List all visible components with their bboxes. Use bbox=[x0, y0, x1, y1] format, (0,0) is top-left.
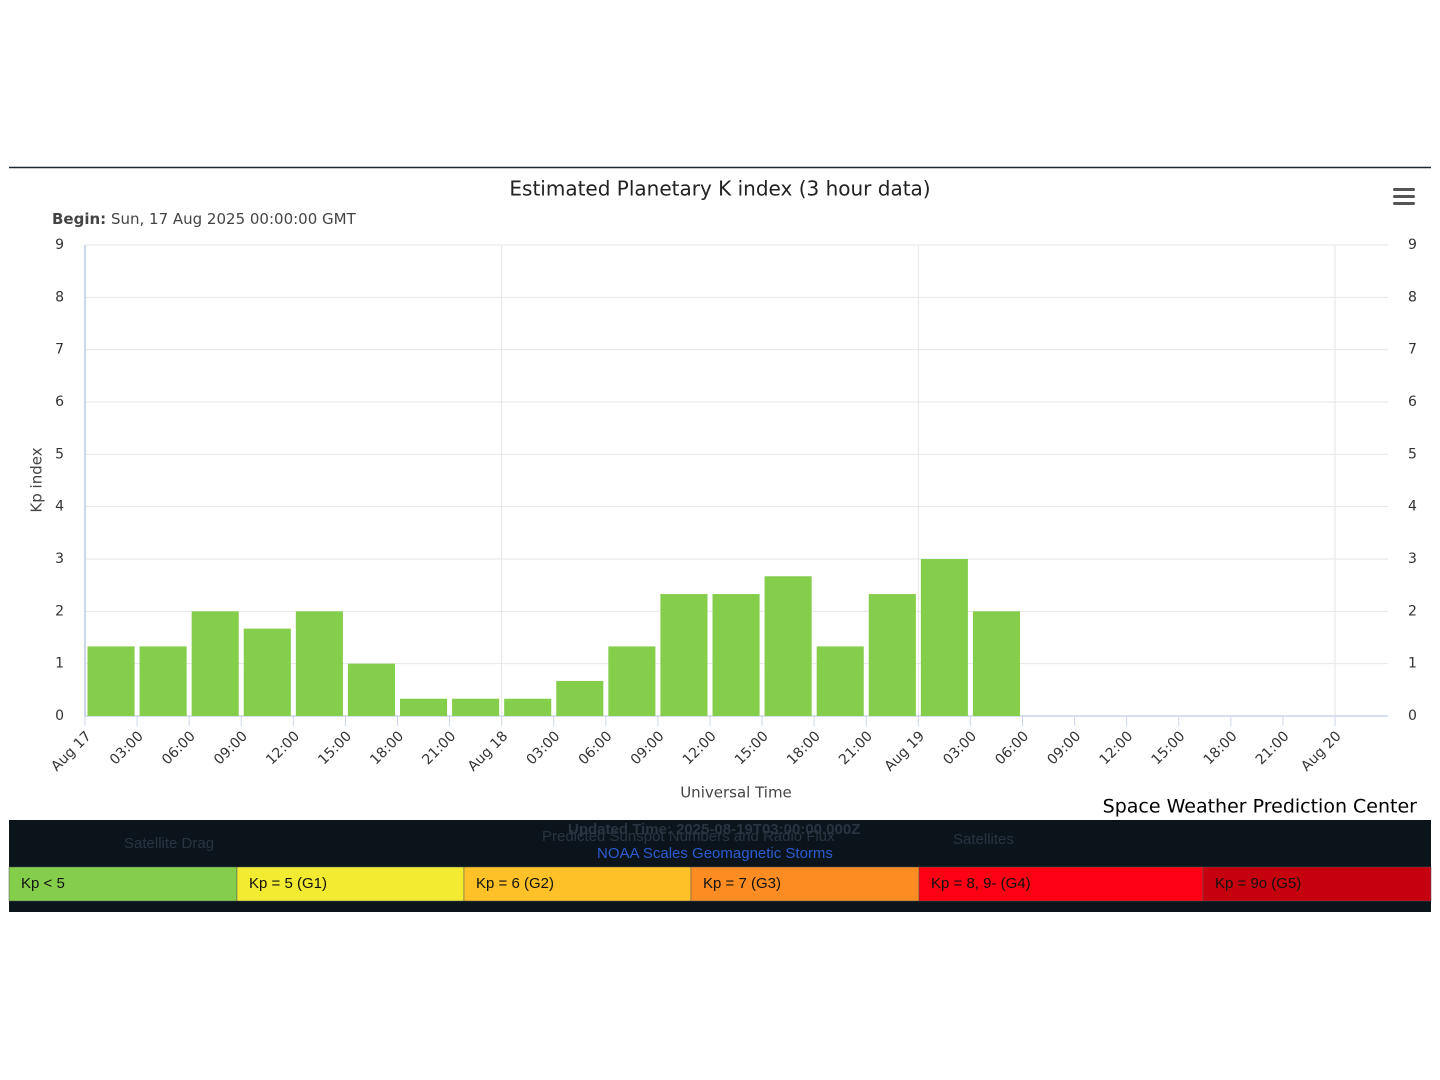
y-tick-label: 8 bbox=[55, 289, 64, 305]
bar bbox=[139, 646, 187, 716]
x-tick-label: Aug 17 bbox=[48, 728, 94, 774]
bar bbox=[191, 611, 239, 716]
bar bbox=[87, 646, 135, 716]
y-tick-label: 6 bbox=[55, 394, 64, 410]
bar bbox=[660, 594, 708, 716]
x-tick-label: 21:00 bbox=[1253, 728, 1293, 768]
y2-tick-label: 9 bbox=[1408, 237, 1417, 253]
y2-tick-label: 7 bbox=[1408, 342, 1417, 358]
bar bbox=[920, 559, 968, 716]
x-tick-label: 21:00 bbox=[836, 728, 876, 768]
x-tick-label: 15:00 bbox=[1149, 728, 1189, 768]
x-tick-label: 18:00 bbox=[367, 728, 407, 768]
bar bbox=[400, 698, 448, 716]
scale-swatch bbox=[463, 866, 692, 902]
subtitle-label: Begin: bbox=[52, 210, 106, 228]
bar bbox=[764, 576, 812, 716]
bar bbox=[868, 594, 916, 716]
y-tick-label: 5 bbox=[55, 446, 64, 462]
bg-link[interactable]: Satellite Drag bbox=[124, 835, 214, 852]
bar bbox=[712, 594, 760, 716]
x-tick-label: 12:00 bbox=[680, 728, 720, 768]
y-tick-label: 4 bbox=[55, 499, 64, 515]
y2-tick-label: 0 bbox=[1408, 708, 1417, 724]
scale-swatch bbox=[236, 866, 465, 902]
x-tick-label: 06:00 bbox=[576, 728, 616, 768]
scale-swatch bbox=[690, 866, 920, 902]
x-tick-label: 09:00 bbox=[211, 728, 251, 768]
x-tick-label: 18:00 bbox=[784, 728, 824, 768]
y-tick-label: 1 bbox=[55, 656, 64, 672]
bg-link[interactable]: Satellites bbox=[953, 831, 1014, 848]
x-tick-label: 12:00 bbox=[263, 728, 303, 768]
y2-tick-label: 1 bbox=[1408, 656, 1417, 672]
x-tick-label: 15:00 bbox=[315, 728, 355, 768]
bar bbox=[347, 663, 395, 716]
bar bbox=[556, 680, 604, 716]
x-tick-label: Aug 18 bbox=[465, 728, 511, 774]
x-tick-label: 21:00 bbox=[419, 728, 459, 768]
bar bbox=[816, 646, 864, 716]
bar bbox=[243, 628, 291, 716]
chart-title: Estimated Planetary K index (3 hour data… bbox=[509, 177, 930, 201]
scale-label: Kp = 5 (G1) bbox=[249, 875, 327, 892]
updated-time: Updated Time: 2025-08-19T03:00:00.000Z bbox=[568, 821, 860, 838]
subtitle-text: Sun, 17 Aug 2025 00:00:00 GMT bbox=[111, 210, 357, 228]
x-tick-label: 03:00 bbox=[940, 728, 980, 768]
scale-swatch bbox=[1202, 866, 1432, 902]
bg-link[interactable]: NOAA Scales Geomagnetic Storms bbox=[597, 845, 833, 862]
scale-label: Kp = 6 (G2) bbox=[476, 875, 554, 892]
bar bbox=[295, 611, 343, 716]
y2-tick-label: 6 bbox=[1408, 394, 1417, 410]
y-tick-label: 3 bbox=[55, 551, 64, 567]
y-tick-label: 7 bbox=[55, 342, 64, 358]
x-tick-label: 12:00 bbox=[1096, 728, 1136, 768]
subtitle: Begin: Sun, 17 Aug 2025 00:00:00 GMT bbox=[52, 210, 357, 228]
y2-tick-label: 4 bbox=[1408, 499, 1417, 515]
x-tick-label: 15:00 bbox=[732, 728, 772, 768]
x-tick-label: 03:00 bbox=[107, 728, 147, 768]
x-tick-label: Aug 19 bbox=[882, 728, 928, 774]
x-tick-label: 06:00 bbox=[992, 728, 1032, 768]
y-tick-label: 9 bbox=[55, 237, 64, 253]
scale-swatch bbox=[8, 866, 238, 902]
credit: Space Weather Prediction Center bbox=[1103, 796, 1418, 818]
bar bbox=[608, 646, 656, 716]
bar bbox=[452, 698, 500, 716]
scale-label: Kp = 9o (G5) bbox=[1215, 875, 1301, 892]
scale-swatch bbox=[918, 866, 1204, 902]
scale-label: Kp = 8, 9- (G4) bbox=[931, 875, 1031, 892]
y2-tick-label: 2 bbox=[1408, 603, 1417, 619]
x-axis-label: Universal Time bbox=[680, 784, 792, 802]
x-tick-label: 03:00 bbox=[524, 728, 564, 768]
scale-label: Kp < 5 bbox=[21, 875, 65, 892]
y2-tick-label: 5 bbox=[1408, 446, 1417, 462]
x-tick-label: 09:00 bbox=[1044, 728, 1084, 768]
y2-tick-label: 3 bbox=[1408, 551, 1417, 567]
y-tick-label: 0 bbox=[55, 708, 64, 724]
y2-tick-label: 8 bbox=[1408, 289, 1417, 305]
x-tick-label: Aug 20 bbox=[1298, 728, 1344, 774]
menu-button[interactable] bbox=[1393, 188, 1415, 205]
bar bbox=[504, 698, 552, 716]
x-tick-label: 06:00 bbox=[159, 728, 199, 768]
scale-label: Kp = 7 (G3) bbox=[703, 875, 781, 892]
x-tick-label: 09:00 bbox=[628, 728, 668, 768]
y-tick-label: 2 bbox=[55, 603, 64, 619]
x-tick-label: 18:00 bbox=[1201, 728, 1241, 768]
bg-link[interactable]: Predicted Sunspot Numbers and Radio Flux bbox=[542, 828, 835, 845]
y-axis-label: Kp index bbox=[28, 447, 46, 512]
bar bbox=[972, 611, 1020, 716]
